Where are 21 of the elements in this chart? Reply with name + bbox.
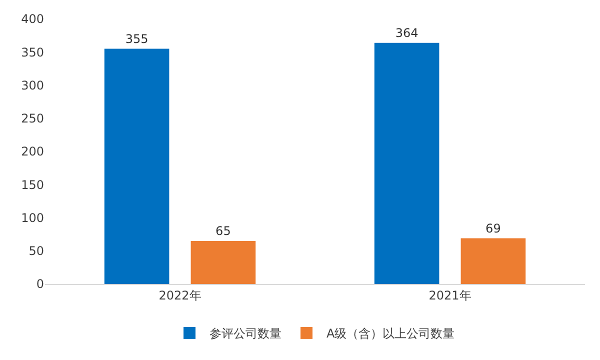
- y-tick-label: 0: [36, 277, 44, 292]
- y-tick-label: 100: [21, 210, 44, 225]
- y-tick-label: 300: [21, 78, 44, 92]
- y-tick-label: 200: [21, 144, 44, 159]
- x-tick-label: 2022年: [158, 288, 202, 302]
- bar: [460, 238, 526, 284]
- y-tick-label: 150: [21, 178, 44, 192]
- data-label: 364: [395, 26, 418, 40]
- data-label: 355: [125, 32, 148, 46]
- bar: [190, 240, 256, 284]
- y-tick-label: 50: [28, 244, 44, 258]
- data-label: 65: [216, 224, 231, 238]
- bar: [104, 48, 170, 284]
- data-label: 69: [486, 221, 501, 236]
- bar: [374, 42, 440, 284]
- legend-label: 参评公司数量: [210, 326, 282, 341]
- legend-label: A级（含）以上公司数量: [326, 326, 455, 341]
- y-tick-label: 250: [21, 112, 44, 126]
- y-tick-label: 400: [21, 12, 44, 26]
- y-tick-label: 350: [21, 45, 44, 60]
- x-tick-label: 2021年: [428, 288, 472, 302]
